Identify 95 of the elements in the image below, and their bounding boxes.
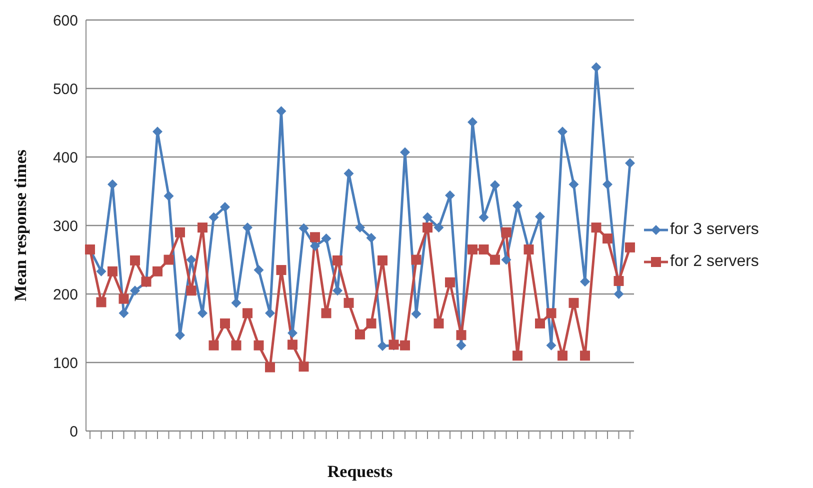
y-tick-label: 200 — [52, 286, 78, 304]
point — [558, 350, 568, 361]
point — [378, 255, 388, 266]
point — [378, 341, 388, 352]
point — [108, 179, 118, 190]
point — [198, 308, 208, 318]
point — [355, 222, 365, 233]
point — [321, 308, 332, 318]
point — [276, 106, 286, 116]
point — [208, 212, 219, 222]
point — [164, 191, 174, 202]
legend-label: for 3 servers — [670, 220, 759, 238]
point — [614, 289, 624, 299]
point — [332, 255, 342, 266]
point — [468, 244, 478, 254]
y-tick-label: 500 — [52, 80, 78, 98]
x-axis-title: Requests — [327, 462, 393, 481]
point — [220, 202, 230, 212]
point — [591, 222, 602, 233]
point — [332, 286, 342, 296]
point — [411, 308, 422, 319]
point — [490, 254, 500, 265]
point — [568, 298, 579, 308]
point — [478, 212, 489, 222]
point — [411, 254, 422, 265]
point — [288, 328, 298, 338]
point — [344, 168, 354, 178]
y-tick-label: 0 — [70, 423, 78, 440]
point — [310, 232, 320, 242]
point — [580, 350, 590, 361]
point — [298, 362, 309, 372]
point — [591, 62, 602, 72]
y-tick-label: 300 — [52, 218, 78, 235]
point — [242, 308, 252, 318]
point — [198, 222, 208, 233]
point — [220, 318, 230, 328]
point — [558, 126, 568, 137]
point — [298, 223, 309, 234]
point — [108, 266, 118, 276]
point — [546, 308, 556, 318]
point — [512, 350, 522, 361]
point — [355, 329, 365, 340]
point — [118, 308, 129, 318]
point — [366, 232, 376, 243]
y-tick-label: 600 — [52, 12, 78, 30]
point — [422, 212, 432, 222]
point — [602, 234, 612, 244]
point — [400, 340, 410, 350]
point — [164, 254, 174, 265]
point — [265, 362, 275, 372]
point — [254, 265, 264, 276]
point — [614, 276, 624, 286]
point — [231, 340, 242, 350]
point — [422, 222, 432, 233]
point — [96, 297, 106, 308]
point — [288, 340, 298, 350]
point — [445, 190, 455, 200]
point — [175, 330, 185, 340]
point — [625, 242, 635, 252]
point — [456, 340, 466, 350]
point — [152, 266, 162, 276]
point — [321, 234, 332, 244]
point — [130, 286, 140, 296]
point — [254, 340, 264, 350]
point — [276, 265, 286, 276]
point — [602, 179, 612, 190]
point — [546, 340, 556, 350]
point — [400, 147, 410, 158]
point — [501, 227, 512, 238]
point — [580, 276, 590, 287]
point — [434, 318, 444, 328]
point — [456, 330, 466, 340]
point — [445, 277, 455, 288]
y-axis-title: Mean response times — [11, 149, 30, 302]
point — [96, 266, 106, 276]
legend-label: for 2 servers — [670, 252, 759, 270]
point — [366, 318, 376, 328]
point — [310, 241, 320, 252]
point — [535, 318, 545, 328]
point — [208, 340, 219, 350]
point — [265, 308, 275, 318]
point — [568, 179, 579, 190]
point — [175, 227, 185, 238]
point — [344, 298, 354, 308]
point — [478, 244, 489, 254]
point — [186, 286, 196, 296]
point — [434, 222, 444, 233]
y-tick-label: 100 — [52, 354, 78, 372]
point — [231, 298, 242, 308]
point — [625, 158, 635, 168]
point — [118, 294, 129, 304]
point — [468, 117, 478, 128]
point — [130, 255, 140, 266]
point — [501, 254, 512, 265]
y-tick-label: 400 — [52, 149, 78, 166]
